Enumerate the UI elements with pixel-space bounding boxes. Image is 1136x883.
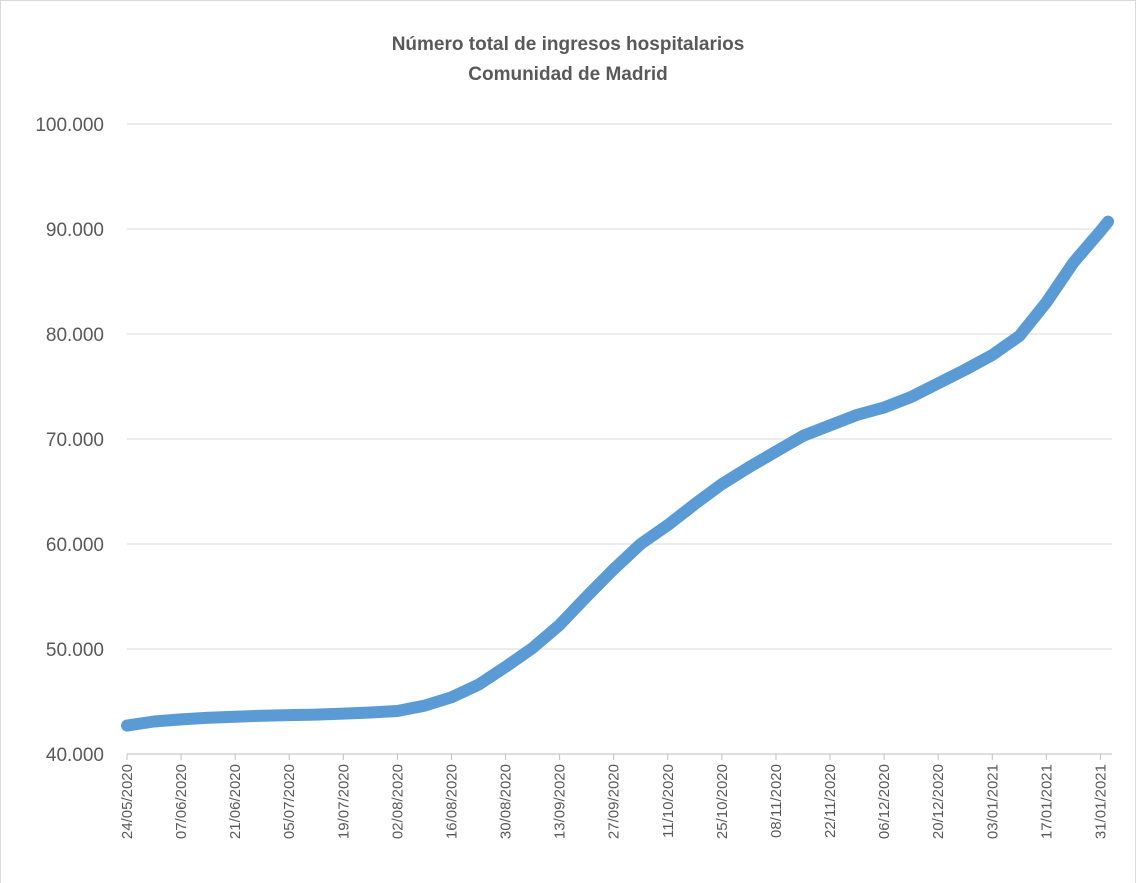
x-tick-label: 02/08/2020 [389, 764, 406, 839]
x-tick-label: 31/01/2021 [1092, 764, 1109, 839]
x-tick-label: 07/06/2020 [173, 764, 190, 839]
x-tick-label: 22/11/2020 [822, 764, 839, 838]
x-tick-label: 20/12/2020 [930, 764, 947, 839]
x-tick-label: 24/05/2020 [119, 764, 136, 839]
chart-subtitle: Comunidad de Madrid [468, 64, 668, 85]
x-tick-label: 25/10/2020 [714, 764, 731, 839]
x-tick-label: 30/08/2020 [498, 764, 515, 839]
x-tick-label: 16/08/2020 [443, 764, 460, 839]
y-tick-label: 100.000 [35, 115, 104, 136]
x-tick-label: 27/09/2020 [606, 764, 623, 839]
y-tick-label: 90.000 [46, 220, 104, 241]
data-line [121, 215, 1115, 732]
x-tick-label: 06/12/2020 [876, 764, 893, 839]
y-tick-label: 50.000 [46, 640, 104, 661]
y-tick-label: 80.000 [46, 325, 104, 346]
x-tick-label: 19/07/2020 [335, 764, 352, 839]
x-tick-label: 21/06/2020 [227, 764, 244, 839]
x-tick-label: 08/11/2020 [768, 764, 785, 838]
x-tick-label: 13/09/2020 [552, 764, 569, 839]
x-tick-label: 11/10/2020 [660, 764, 677, 838]
y-tick-label: 70.000 [46, 430, 104, 451]
x-tick-label: 17/01/2021 [1038, 764, 1055, 839]
y-tick-label: 40.000 [46, 745, 104, 766]
chart-title: Número total de ingresos hospitalarios [392, 34, 745, 55]
x-tick-label: 05/07/2020 [281, 764, 298, 839]
y-tick-label: 60.000 [46, 535, 104, 556]
x-tick-label: 03/01/2021 [984, 764, 1001, 839]
